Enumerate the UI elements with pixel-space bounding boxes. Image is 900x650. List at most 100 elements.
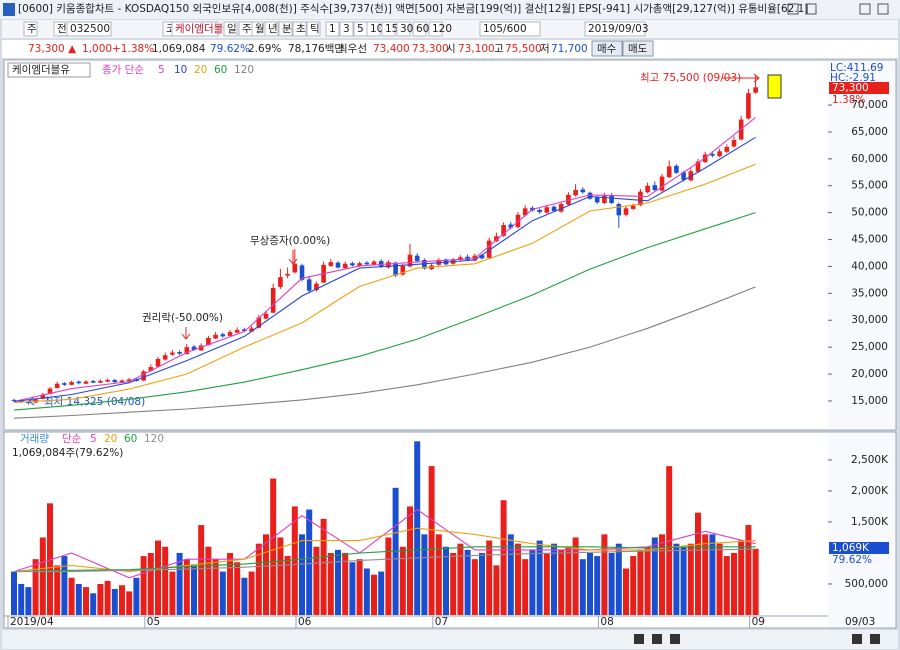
volume-bar	[371, 574, 377, 615]
toolbar-button[interactable]	[584, 21, 646, 37]
icon[interactable]	[859, 3, 871, 15]
volume-bar	[651, 537, 658, 615]
volume-bar	[695, 512, 701, 615]
candle-body	[479, 255, 485, 259]
toolbar-label: 2019/09/03	[588, 23, 649, 35]
candle-body	[609, 194, 614, 203]
toolbar-button[interactable]	[171, 21, 219, 37]
volume-bar	[248, 571, 255, 615]
icon[interactable]	[652, 634, 662, 644]
info-text: 78,176백만	[288, 43, 344, 55]
candle-body	[666, 166, 672, 178]
toolbar-button[interactable]	[223, 21, 238, 37]
high-label: 최고 75,500 (09/03)	[640, 72, 741, 84]
candle-body	[681, 172, 686, 180]
icon[interactable]	[870, 634, 880, 644]
volume-bar	[104, 580, 111, 615]
price-axis-area	[828, 61, 895, 429]
volume-bar	[198, 525, 205, 615]
y-tick-label: 2,000K	[851, 485, 889, 497]
toolbar-button[interactable]	[306, 21, 321, 37]
volume-bar	[270, 478, 277, 615]
toolbar-button[interactable]	[381, 21, 396, 37]
toolbar-label: 분	[282, 23, 292, 35]
candle-body	[119, 380, 125, 383]
y-tick-label: 25,000	[851, 341, 888, 353]
toolbar-button[interactable]	[66, 21, 112, 37]
toolbar-button[interactable]	[325, 21, 340, 37]
volume-bar	[594, 556, 601, 615]
volume-bar	[421, 534, 428, 615]
event-label: 무상증자(0.00%)	[250, 235, 330, 247]
icon[interactable]	[852, 634, 862, 644]
toolbar-label: 케이엠더블	[175, 23, 224, 35]
legend-entry: 20	[194, 64, 207, 76]
volume-bar	[464, 549, 471, 615]
candle-body	[587, 192, 593, 199]
toolbar-button[interactable]	[264, 21, 279, 37]
volume-bar	[255, 543, 262, 615]
x-tick-label: 06	[298, 616, 312, 628]
volume-bar	[227, 552, 233, 615]
toolbar-button[interactable]	[396, 21, 411, 37]
volume-bar	[25, 587, 32, 615]
candle-body	[198, 345, 204, 351]
toolbar-button[interactable]	[366, 21, 381, 37]
candle-body	[328, 262, 334, 266]
toolbar-button[interactable]	[412, 21, 427, 37]
ma-line	[13, 163, 756, 404]
candle-body	[580, 189, 586, 193]
volume-summary: 1,069,084주(79.62%)	[12, 447, 123, 459]
toolbar-button[interactable]	[339, 21, 354, 37]
toolbar-button[interactable]	[479, 21, 541, 37]
ma-line	[13, 116, 756, 403]
volume-bar	[205, 546, 212, 615]
candle-body	[753, 87, 758, 93]
toolbar-button[interactable]	[428, 21, 443, 37]
info-text: 매수	[597, 43, 617, 55]
icon[interactable]	[787, 3, 799, 15]
candle-body	[710, 154, 715, 156]
info-text: 79.62%	[210, 43, 250, 55]
volume-bar	[119, 585, 125, 615]
icon[interactable]	[634, 634, 644, 644]
toolbar-label: 주	[27, 23, 37, 35]
y-tick-label: 50,000	[851, 207, 888, 219]
icon[interactable]	[877, 3, 889, 15]
volume-bar	[363, 568, 370, 615]
y-tick-label: 30,000	[851, 314, 888, 326]
order-button[interactable]	[591, 40, 623, 57]
info-text: 73,100	[458, 43, 495, 55]
icon[interactable]	[670, 634, 680, 644]
candle-body	[522, 208, 528, 216]
toolbar-label: 5	[357, 23, 364, 35]
candle-body	[724, 147, 730, 152]
toolbar-label: 3	[343, 23, 350, 35]
candle-body	[256, 317, 262, 328]
toolbar-button[interactable]	[278, 21, 293, 37]
candle-body	[335, 262, 341, 268]
volume-bar	[83, 587, 89, 615]
info-text: 시	[446, 43, 456, 55]
candle-body	[242, 329, 247, 332]
info-text: 매도	[628, 43, 648, 55]
candle-body	[558, 204, 564, 212]
candle-body	[292, 263, 298, 273]
candle-body	[731, 140, 737, 147]
volume-bar	[565, 546, 572, 615]
volume-bar	[702, 534, 709, 615]
icon[interactable]	[805, 3, 817, 15]
toolbar-label: 주	[242, 23, 252, 35]
event-arrow	[181, 327, 191, 340]
volume-bar	[176, 552, 183, 615]
volume-bar	[493, 565, 500, 615]
toolbar-label: 년	[268, 23, 278, 35]
toolbar-button[interactable]	[292, 21, 307, 37]
candle-body	[141, 371, 146, 381]
volume-bar	[630, 556, 637, 615]
toolbar-button[interactable]	[23, 21, 38, 37]
toolbar-label: 10	[370, 23, 383, 35]
candle-body	[414, 255, 420, 262]
candle-body	[573, 190, 578, 196]
order-button[interactable]	[622, 40, 654, 57]
